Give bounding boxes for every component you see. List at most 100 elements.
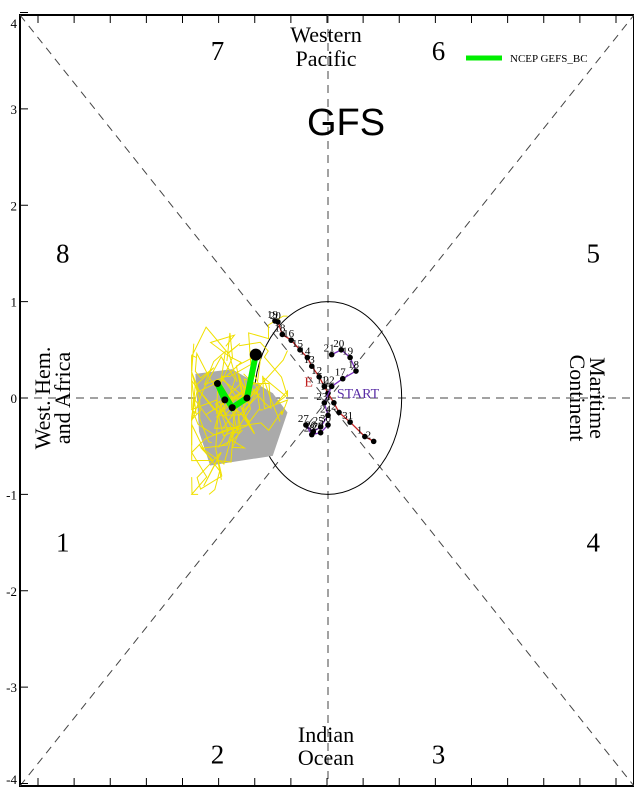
annotation-label: E <box>304 375 313 390</box>
region-bottom: Indian Ocean <box>298 722 354 770</box>
day-label: 2 <box>331 400 337 412</box>
y-tick-label: -4 <box>6 772 17 787</box>
series-point <box>308 363 315 369</box>
phase-number: 6 <box>432 36 446 66</box>
day-label: 23 <box>316 391 328 403</box>
y-tick-label: -2 <box>6 584 17 599</box>
region-bottom-line2: Ocean <box>298 745 354 770</box>
day-label: 26 <box>305 420 317 432</box>
y-tick-label: 3 <box>11 102 18 117</box>
ensemble-member-line <box>198 393 261 495</box>
day-label: 14 <box>299 346 311 358</box>
phase-number: 1 <box>56 528 70 558</box>
phase-number: 7 <box>211 36 225 66</box>
region-left: West. Hem. and Africa <box>30 347 75 450</box>
day-label: 22 <box>324 374 335 386</box>
day-label: 19 <box>342 346 354 358</box>
series-point <box>275 319 281 325</box>
series-point <box>243 394 251 402</box>
region-right: Maritime Continent <box>565 355 610 442</box>
ensemble-member-line <box>239 341 288 405</box>
day-label: 25 <box>313 415 325 427</box>
series-point <box>228 404 236 412</box>
day-label: 15 <box>292 338 304 350</box>
legend-label: NCEP GEFS_BC <box>510 53 588 65</box>
series-point <box>347 419 353 425</box>
day-label: 20 <box>270 310 282 322</box>
series-point <box>336 409 342 416</box>
y-tick-label: 2 <box>11 198 18 213</box>
series-point <box>288 337 294 343</box>
ensemble-member-line <box>208 352 262 414</box>
y-tick-label: 1 <box>11 295 18 310</box>
series-point <box>303 422 309 428</box>
day-label: 10 <box>320 381 332 393</box>
day-label: 29 <box>313 421 325 433</box>
day-label: 2 <box>366 429 372 441</box>
ensemble-spread <box>195 369 288 466</box>
series-point <box>328 383 335 390</box>
region-bottom-line1: Indian <box>298 722 354 747</box>
series-point <box>325 422 331 428</box>
series-point <box>338 347 345 353</box>
day-label: 1 <box>357 425 363 437</box>
day-label: 19 <box>267 309 279 321</box>
series-point <box>321 383 328 390</box>
series-point <box>325 412 331 419</box>
region-left-line2: and Africa <box>50 352 75 444</box>
phase-number: 4 <box>586 528 600 558</box>
y-tick-label: 4 <box>11 16 18 31</box>
y-tick-label: -1 <box>6 487 17 502</box>
series-point <box>297 347 303 353</box>
series-point <box>370 438 377 445</box>
diagonal-guide-2 <box>19 14 634 787</box>
series-point <box>362 433 368 440</box>
series-point <box>317 424 324 430</box>
ensemble-member-line <box>241 350 288 435</box>
day-label: 24 <box>320 403 332 415</box>
day-label: 31 <box>342 410 353 422</box>
phase-number: 3 <box>432 740 446 770</box>
region-top-line2: Pacific <box>295 46 356 71</box>
series-point <box>316 373 322 380</box>
region-right-line2: Continent <box>565 355 590 442</box>
region-top-line1: Western <box>290 22 362 47</box>
day-label: 11 <box>316 374 327 386</box>
day-label: 18 <box>348 359 360 371</box>
series-point <box>339 375 346 382</box>
day-label: 13 <box>304 354 316 366</box>
ensemble-member-line <box>191 326 241 383</box>
day-label: 12 <box>311 365 322 377</box>
day-label: 1 <box>326 391 332 403</box>
series-point <box>347 354 353 361</box>
annotation-label: START <box>337 387 380 402</box>
phase-number: 2 <box>211 740 225 770</box>
chart-title: GFS <box>307 102 385 144</box>
phase-guides <box>19 14 634 787</box>
day-label: 27 <box>298 413 310 425</box>
day-label: 17 <box>335 367 347 379</box>
phase-number: 5 <box>586 238 600 268</box>
ensemble-member-line <box>236 375 289 432</box>
series-point <box>321 400 328 406</box>
phase-number: 8 <box>56 238 70 268</box>
ensemble-member-line <box>203 334 242 386</box>
legend: NCEP GEFS_BC <box>466 53 588 65</box>
series-point <box>304 354 311 361</box>
region-left-line1: West. Hem. <box>30 347 55 450</box>
series-point <box>317 429 324 436</box>
day-label: 16 <box>283 328 295 340</box>
day-label: 18 <box>274 322 286 334</box>
region-top: Western Pacific <box>290 22 362 71</box>
series-point <box>279 331 286 338</box>
series-point <box>331 400 337 406</box>
day-label: 28 <box>304 423 316 435</box>
series-point <box>328 351 335 358</box>
ensemble-member-line <box>196 387 245 490</box>
ensemble-member-line <box>191 400 233 462</box>
day-label: 21 <box>324 343 335 355</box>
series-point <box>221 396 229 404</box>
series-point <box>308 431 315 438</box>
day-label: 30 <box>320 413 332 425</box>
